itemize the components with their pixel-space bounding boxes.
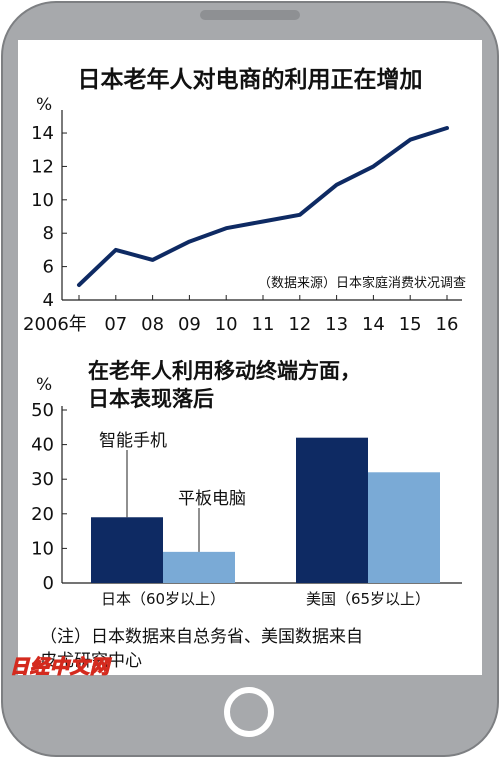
y-tick-label: 4: [43, 290, 54, 311]
series-label: 智能手机: [99, 431, 167, 451]
y-unit-label: %: [36, 375, 52, 395]
note-line1: （注）日本数据来自总务省、美国数据来自: [40, 627, 363, 647]
x-tick-label: 15: [399, 314, 422, 335]
bar: [91, 517, 163, 583]
x-tick-label: 13: [325, 314, 348, 335]
y-tick-label: 30: [31, 469, 54, 490]
x-tick-label: 12: [288, 314, 311, 335]
nikkei-chinese-logo: 日经中文网: [9, 655, 111, 678]
y-tick-label: 14: [31, 123, 54, 144]
x-category-label: 日本（60岁以上）: [101, 590, 225, 608]
x-tick-label: 11: [252, 314, 275, 335]
line-chart-title: 日本老年人对电商的利用正在增加: [77, 67, 423, 93]
phone-speaker: [200, 10, 300, 20]
y-tick-label: 6: [43, 257, 54, 278]
x-tick-label: 14: [362, 314, 385, 335]
x-tick-label: 2006年: [23, 314, 87, 335]
y-tick-label: 50: [31, 400, 54, 421]
home-button[interactable]: [224, 687, 274, 737]
bar: [296, 437, 368, 583]
series-line: [77, 126, 449, 287]
y-tick-label: 8: [43, 223, 54, 244]
x-tick-label: 08: [141, 314, 164, 335]
y-tick-label: 12: [31, 156, 54, 177]
bar: [163, 551, 235, 583]
y-tick-label: 10: [31, 190, 54, 211]
x-tick-label: 07: [104, 314, 127, 335]
x-tick-label: 16: [436, 314, 459, 335]
bar-chart-title-line2: 日本表现落后: [88, 387, 214, 411]
y-tick-label: 10: [31, 538, 54, 559]
line-chart: % 4 6 8 10 12 14 2006年 07 08 09 10 11 12 13 14 15 16 （数据来源…: [23, 95, 466, 335]
x-tick-label: 10: [215, 314, 238, 335]
y-tick-label: 0: [43, 573, 54, 594]
x-category-label: 美国（65岁以上）: [306, 590, 430, 608]
y-unit-label: %: [36, 95, 52, 115]
bar: [368, 472, 440, 583]
source-annotation: （数据来源）日本家庭消费状况调查: [258, 275, 466, 291]
x-tick-label: 09: [178, 314, 201, 335]
note-line2: 皮尤研究中心: [40, 651, 142, 671]
y-tick-label: 20: [31, 504, 54, 525]
bar-chart-title-line1: 在老年人利用移动终端方面，: [88, 359, 361, 383]
y-tick-label: 40: [31, 435, 54, 456]
series-label: 平板电脑: [178, 489, 246, 509]
